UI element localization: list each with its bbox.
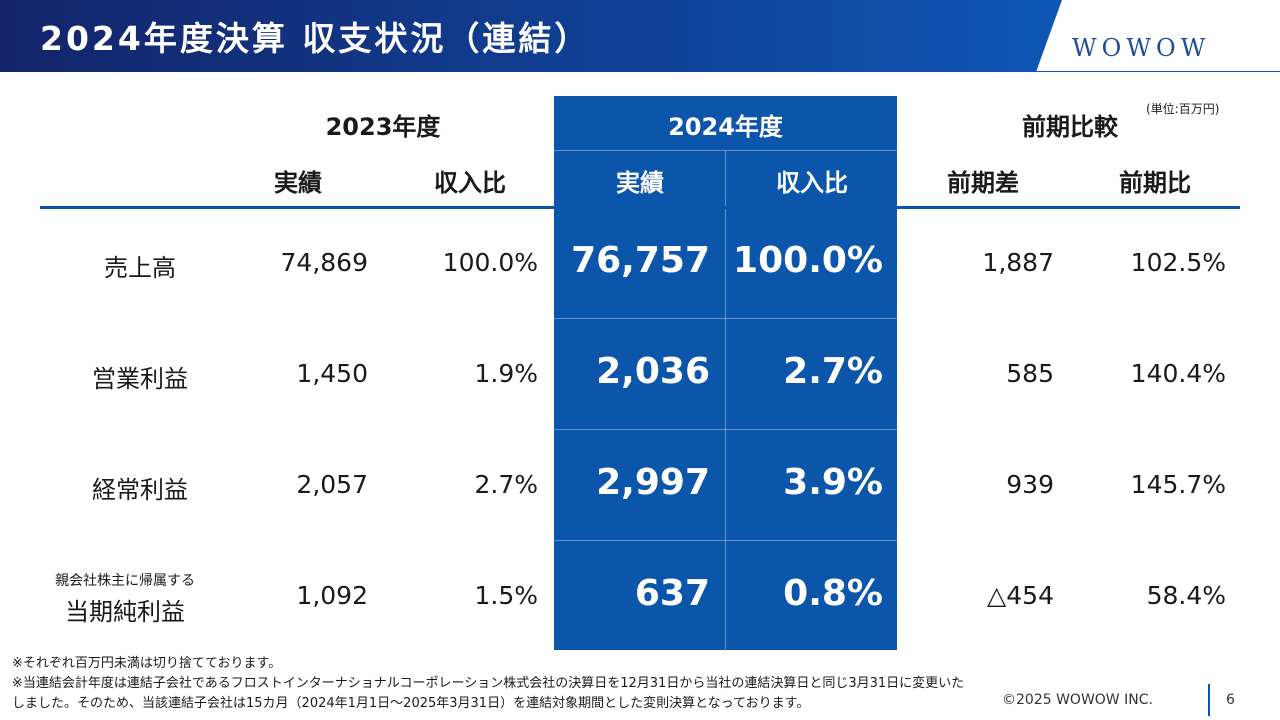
footnote-line: しました。そのため、当該連結子会社は15カ月（2024年1月1日～2025年3月…: [12, 696, 810, 711]
header-ratio-2023: 収入比: [434, 169, 506, 197]
ordinary-ratio-2023: 2.7%: [474, 470, 538, 499]
row-label-net-income: 当期純利益: [65, 598, 185, 626]
operating-diff: 585: [1006, 359, 1054, 388]
wowow-logo: WOWOW: [1072, 34, 1211, 62]
footnotes: ※それぞれ百万円未満は切り捨てております。 ※当連結会計年度は連結子会社であるフ…: [12, 654, 964, 714]
banner-shape: [0, 0, 1280, 72]
header-banner: 2024年度決算 収支状況（連結） WOWOW: [0, 0, 1280, 72]
footnote-line: ※当連結会計年度は連結子会社であるフロストインターナショナルコーポレーション株式…: [12, 676, 965, 691]
highlight-divider-v: [725, 151, 726, 650]
row-label-ordinary-income: 経常利益: [92, 476, 188, 504]
header-diff: 前期差: [947, 169, 1019, 197]
row-label-net-income-prefix: 親会社株主に帰属する: [55, 573, 195, 589]
copyright: ©2025 WOWOW INC.: [1002, 692, 1153, 708]
header-yoy: 前期比: [1119, 169, 1191, 197]
net-ratio-2023: 1.5%: [474, 581, 538, 610]
header-actual-2023: 実績: [274, 169, 322, 197]
net-actual-2024: 637: [634, 573, 710, 614]
page-number-divider: [1208, 684, 1210, 716]
net-ratio-2024: 0.8%: [783, 573, 883, 614]
unit-label: (単位:百万円): [1146, 102, 1220, 116]
operating-ratio-2024: 2.7%: [783, 351, 883, 392]
sales-yoy: 102.5%: [1130, 248, 1226, 277]
net-yoy: 58.4%: [1146, 581, 1226, 610]
header-fy2024: 2024年度: [668, 113, 783, 141]
highlight-row-divider: [554, 318, 897, 319]
sales-ratio-2024: 100.0%: [733, 240, 883, 281]
net-diff: △454: [987, 581, 1054, 610]
page-title: 2024年度決算 収支状況（連結）: [40, 19, 591, 58]
ordinary-actual-2023: 2,057: [296, 470, 368, 499]
operating-actual-2024: 2,036: [596, 351, 710, 392]
footnote-line: ※それぞれ百万円未満は切り捨てております。: [12, 656, 282, 671]
fy2024-highlight-column: [554, 96, 897, 650]
page-number: 6: [1226, 692, 1235, 708]
header-rule: [40, 206, 1240, 209]
sales-actual-2024: 76,757: [571, 240, 710, 281]
operating-ratio-2023: 1.9%: [474, 359, 538, 388]
header-comparison: 前期比較: [1022, 113, 1118, 141]
net-actual-2023: 1,092: [296, 581, 368, 610]
ordinary-actual-2024: 2,997: [596, 462, 710, 503]
highlight-row-divider: [554, 429, 897, 430]
operating-yoy: 140.4%: [1130, 359, 1226, 388]
highlight-divider-h: [554, 150, 897, 151]
ordinary-diff: 939: [1006, 470, 1054, 499]
highlight-row-divider: [554, 540, 897, 541]
row-label-operating-income: 営業利益: [92, 365, 188, 393]
ordinary-ratio-2024: 3.9%: [783, 462, 883, 503]
sales-ratio-2023: 100.0%: [442, 248, 538, 277]
sales-actual-2023: 74,869: [280, 248, 368, 277]
header-actual-2024: 実績: [616, 169, 664, 197]
header-fy2023: 2023年度: [325, 113, 441, 141]
header-ratio-2024: 収入比: [776, 169, 848, 197]
ordinary-yoy: 145.7%: [1130, 470, 1226, 499]
operating-actual-2023: 1,450: [296, 359, 368, 388]
row-label-sales: 売上高: [104, 254, 176, 282]
sales-diff: 1,887: [982, 248, 1054, 277]
